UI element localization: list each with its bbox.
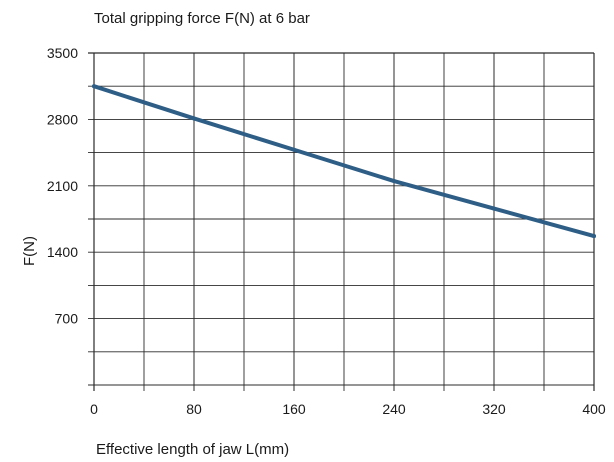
y-tick-label: 1400: [47, 244, 78, 260]
x-tick-label: 0: [90, 401, 98, 417]
series-line: [92, 84, 596, 239]
grid: [88, 52, 595, 391]
data-point: [592, 234, 596, 239]
y-tick-label: 2100: [47, 178, 78, 194]
data-point: [492, 206, 496, 211]
x-tick-label: 320: [482, 401, 506, 417]
x-axis-label: Effective length of jaw L(mm): [96, 441, 289, 458]
y-tick-label: 2800: [47, 111, 78, 127]
series-group: [92, 84, 596, 239]
x-tick-label: 240: [382, 401, 406, 417]
x-tick-label: 80: [186, 401, 202, 417]
data-point: [192, 116, 196, 121]
y-tick-label: 3500: [47, 45, 78, 61]
data-point: [92, 84, 96, 89]
x-tick-label: 400: [582, 401, 606, 417]
data-point: [392, 179, 396, 184]
x-tick-label: 160: [282, 401, 306, 417]
chart-title: Total gripping force F(N) at 6 bar: [94, 10, 310, 27]
y-axis-label: F(N): [21, 236, 38, 266]
data-point: [292, 147, 296, 152]
y-tick-label: 700: [55, 311, 79, 327]
tick-labels: 0 80 160 240 320 400 700 1400 2100 2800 3500: [47, 45, 606, 417]
